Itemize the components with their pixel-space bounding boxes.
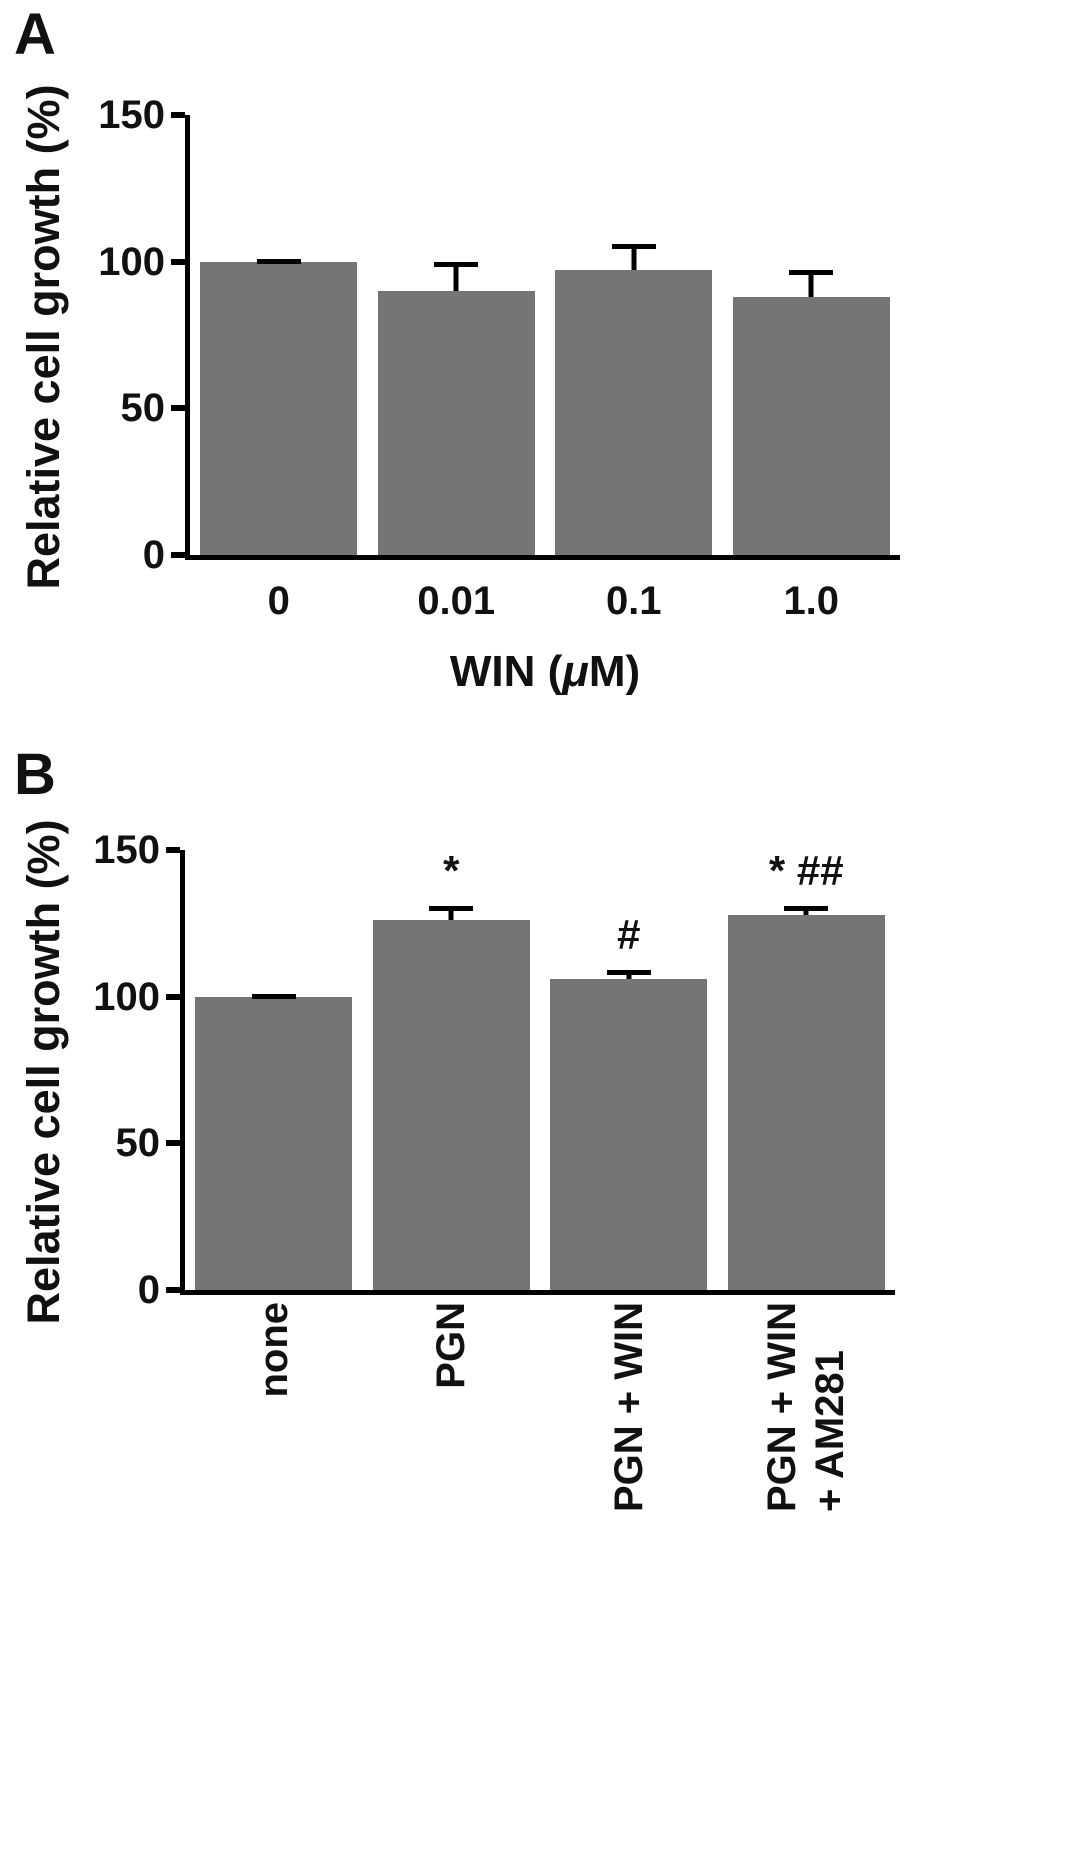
y-tick-mark <box>171 405 185 412</box>
x-category-cell: PGN <box>363 1302 541 1512</box>
error-bar-cap <box>251 993 296 999</box>
significance-annotation: # <box>617 911 641 959</box>
bar <box>555 270 713 555</box>
error-bar-cap <box>429 905 474 911</box>
x-category-label: PGN + WIN + AM281 <box>760 1302 853 1513</box>
x-category-cell: 0 <box>190 577 368 625</box>
x-category-cell: PGN + WIN + AM281 <box>718 1302 896 1512</box>
bar <box>550 979 708 1290</box>
y-tick-label: 100 <box>98 239 165 284</box>
y-tick-mark <box>166 847 180 853</box>
y-tick-mark <box>166 993 180 1000</box>
x-tick-labels-a: 0 0.01 0.1 1.0 <box>190 555 900 625</box>
x-category-label: 0.01 <box>417 579 496 623</box>
y-tick-mark <box>171 258 185 265</box>
error-bar-cap <box>784 905 829 911</box>
plot-area-a: 0 0.01 0.1 1.0 WIN (μM) 0 50 100 150 <box>98 93 900 696</box>
significance-annotation: * <box>443 846 460 894</box>
y-tick-label: 150 <box>93 828 160 872</box>
panel-a-letter: A <box>14 2 56 67</box>
error-bar-stem <box>448 905 454 921</box>
y-tick-mark <box>171 112 185 118</box>
bar <box>377 291 535 555</box>
panel-b-letter: B <box>14 742 56 807</box>
error-bar-stem <box>631 244 637 271</box>
error-bar-stem <box>453 261 459 291</box>
x-category-label: 0.1 <box>605 579 662 623</box>
y-tick-label: 0 <box>137 1268 160 1312</box>
x-tick-labels-b: none PGN PGN + WIN PGN + WIN + AM281 <box>185 1290 895 1512</box>
error-bar-cap <box>789 270 834 276</box>
y-tick-label: 0 <box>142 533 165 577</box>
x-category-label: 0 <box>267 579 290 623</box>
x-category-cell: 0.1 <box>545 577 723 625</box>
x-category-cell: 0.01 <box>368 577 546 625</box>
y-axis-title-b: Relative cell growth (%) <box>18 819 69 1325</box>
y-tick-label: 150 <box>98 93 165 137</box>
x-category-cell: 1.0 <box>723 577 901 625</box>
bar <box>372 920 530 1290</box>
error-bar-cap <box>434 261 479 267</box>
x-category-label: 1.0 <box>783 579 840 623</box>
x-category-cell: none <box>185 1302 363 1512</box>
x-category-label: PGN <box>429 1302 474 1389</box>
y-tick-label: 50 <box>115 1121 161 1166</box>
y-tick-mark <box>166 1140 180 1147</box>
mu-symbol: μ <box>562 647 589 696</box>
error-bar-cap <box>256 258 301 264</box>
x-category-cell: PGN + WIN <box>540 1302 718 1512</box>
x-axis-title-text: M) <box>588 647 641 696</box>
plot-area-b: none PGN PGN + WIN PGN + WIN + AM281 * # * ##… <box>93 828 895 1512</box>
bar <box>732 296 890 555</box>
y-tick-mark <box>166 1287 180 1293</box>
significance-annotation: * ## <box>768 846 844 894</box>
x-category-label: PGN + WIN <box>606 1302 651 1513</box>
bar <box>200 261 358 555</box>
error-bar-cap <box>606 970 651 976</box>
y-axis-title-a: Relative cell growth (%) <box>18 84 69 590</box>
x-axis-title-a: WIN (μM) <box>190 647 900 697</box>
x-axis-title-text: WIN ( <box>449 647 563 696</box>
error-bar-cap <box>611 244 656 250</box>
y-tick-label: 100 <box>93 974 160 1019</box>
bar <box>727 914 885 1290</box>
error-bar-stem <box>808 270 814 297</box>
y-tick-mark <box>171 552 185 558</box>
bar <box>195 996 353 1290</box>
y-tick-label: 50 <box>120 386 166 431</box>
x-category-label: none <box>251 1302 296 1398</box>
